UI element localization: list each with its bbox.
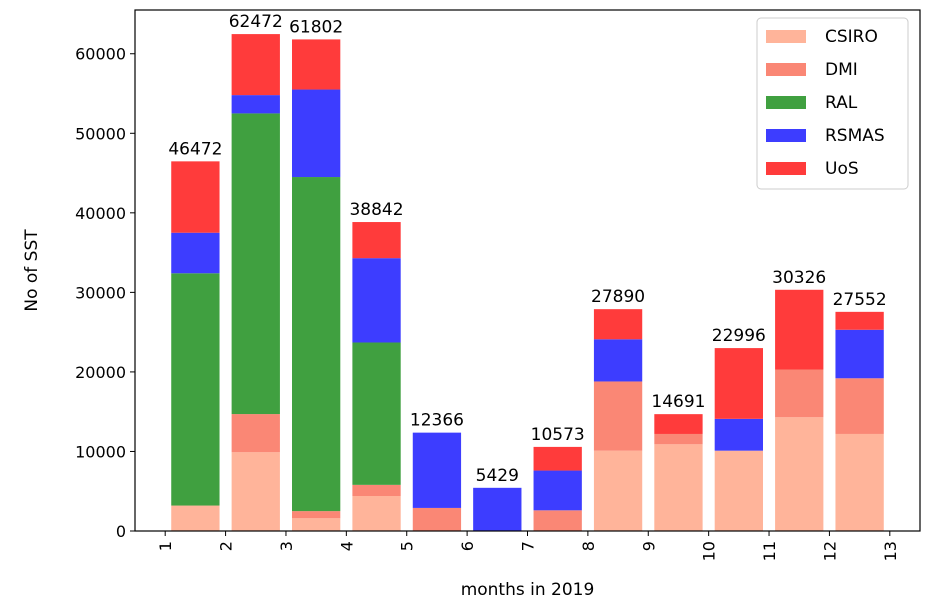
- legend-swatch-csiro: [766, 30, 806, 43]
- x-tick-label: 1: [156, 541, 175, 551]
- legend: CSIRO DMI RAL RSMAS UoS: [756, 17, 909, 190]
- legend-label-csiro: CSIRO: [825, 27, 878, 47]
- bar-segment-csiro-9: [654, 444, 703, 531]
- y-tick-label: 10000: [75, 442, 126, 461]
- bar-segment-rsmas-10: [714, 418, 763, 451]
- bar-total-label: 14691: [651, 392, 705, 412]
- bar-segment-csiro-3: [292, 518, 341, 531]
- legend-swatch-rsmas: [766, 129, 806, 142]
- x-tick-label: 9: [639, 541, 658, 551]
- bar-segment-uos-1: [171, 161, 220, 233]
- bar-segment-dmi-11: [775, 369, 824, 418]
- bar-segment-rsmas-1: [171, 232, 220, 274]
- x-tick-label: 6: [458, 541, 477, 551]
- bar-segment-ral-3: [292, 177, 341, 512]
- x-tick-label: 12: [820, 541, 839, 561]
- y-axis-label: No of SST: [22, 229, 42, 312]
- bar-segment-dmi-8: [593, 381, 643, 451]
- bar-segment-dmi-12: [835, 378, 884, 434]
- bar-segment-csiro-11: [775, 417, 824, 531]
- bar-segment-csiro-8: [593, 450, 643, 531]
- x-tick-label: 2: [217, 541, 236, 551]
- bar-segment-uos-9: [654, 414, 703, 434]
- bar-segment-csiro-2: [231, 452, 280, 531]
- y-tick-label: 30000: [75, 283, 126, 302]
- y-tick-label: 50000: [75, 124, 126, 143]
- legend-swatch-uos: [766, 162, 806, 175]
- bar-segment-uos-12: [835, 311, 884, 330]
- bar-segment-ral-4: [352, 342, 401, 485]
- y-tick-label: 40000: [75, 204, 126, 223]
- x-tick-label: 7: [519, 541, 538, 551]
- bar-total-label: 46472: [168, 139, 222, 159]
- x-tick-label: 11: [760, 541, 779, 561]
- legend-swatch-ral: [766, 96, 806, 109]
- bar-segment-uos-7: [533, 446, 582, 471]
- legend-label-uos: UoS: [825, 159, 859, 179]
- bar-segment-rsmas-3: [292, 89, 341, 178]
- x-tick-label: 10: [700, 541, 719, 561]
- bar-segment-uos-10: [714, 348, 763, 419]
- bar-segment-uos-8: [593, 309, 643, 340]
- bar-segment-dmi-5: [412, 507, 462, 531]
- bar-segment-rsmas-6: [473, 487, 522, 531]
- y-tick-label: 20000: [75, 363, 126, 382]
- bar-segment-csiro-1: [171, 505, 220, 531]
- bar-total-label: 30326: [772, 268, 826, 288]
- y-tick-label: 60000: [75, 45, 126, 64]
- bar-segment-dmi-9: [654, 433, 703, 445]
- bar-segment-rsmas-8: [593, 339, 643, 382]
- y-tick-label: 0: [116, 522, 126, 541]
- bar-segment-rsmas-7: [533, 470, 582, 511]
- bar-segment-dmi-4: [352, 484, 401, 497]
- bar-segment-rsmas-4: [352, 258, 401, 343]
- bar-total-label: 22996: [712, 326, 766, 346]
- bar-segment-rsmas-5: [412, 432, 462, 508]
- legend-label-ral: RAL: [825, 93, 858, 113]
- bar-total-label: 27890: [591, 287, 645, 307]
- bar-total-label: 61802: [289, 17, 343, 37]
- bar-segment-dmi-7: [533, 510, 582, 531]
- legend-label-dmi: DMI: [825, 60, 858, 80]
- x-tick-label: 3: [277, 541, 296, 551]
- legend-box: [756, 17, 909, 190]
- bar-segment-csiro-4: [352, 496, 401, 531]
- legend-label-rsmas: RSMAS: [825, 126, 885, 146]
- bar-segment-csiro-12: [835, 433, 884, 531]
- bar-segment-dmi-3: [292, 511, 341, 519]
- x-tick-label: 5: [398, 541, 417, 551]
- bar-segment-csiro-10: [714, 450, 763, 531]
- bar-segment-uos-3: [292, 39, 341, 90]
- bar-total-label: 10573: [531, 425, 585, 445]
- x-tick-label: 13: [881, 541, 900, 561]
- legend-swatch-dmi: [766, 63, 806, 76]
- bar-total-label: 38842: [349, 200, 403, 220]
- bar-segment-dmi-2: [231, 414, 280, 453]
- bar-segment-uos-2: [231, 34, 280, 96]
- bar-total-label: 5429: [476, 466, 519, 486]
- bar-segment-rsmas-12: [835, 329, 884, 379]
- bar-total-label: 27552: [833, 290, 887, 310]
- x-axis-label: months in 2019: [461, 580, 595, 600]
- bar-total-label: 12366: [410, 411, 464, 431]
- bar-total-label: 62472: [229, 12, 283, 32]
- bar-segment-uos-4: [352, 222, 401, 259]
- bar-segment-ral-1: [171, 273, 220, 506]
- bar-segment-rsmas-2: [231, 95, 280, 114]
- bar-segment-ral-2: [231, 113, 280, 415]
- x-tick-label: 8: [579, 541, 598, 551]
- x-tick-label: 4: [337, 541, 356, 551]
- bar-segment-uos-11: [775, 289, 824, 370]
